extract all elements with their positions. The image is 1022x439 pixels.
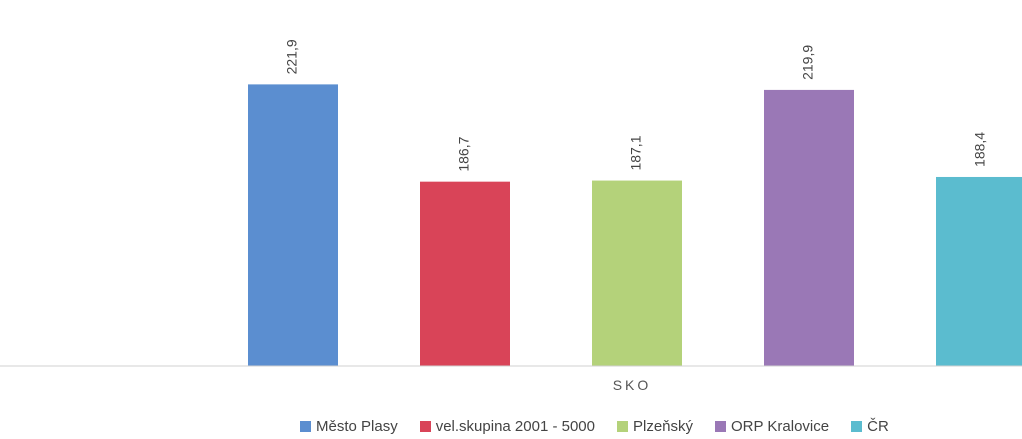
data-label-1: 221,9 (284, 39, 300, 74)
data-label-4: 219,9 (800, 45, 816, 80)
legend-label: vel.skupina 2001 - 5000 (435, 418, 595, 435)
bar-2 (420, 181, 510, 366)
x-axis-label: SKO (613, 377, 652, 393)
bar-3 (592, 180, 682, 366)
legend-swatch (300, 421, 311, 432)
data-label-3: 187,1 (628, 135, 644, 170)
legend-swatch (419, 421, 431, 432)
legend-label: Město Plasy (316, 418, 398, 435)
legend-label: ORP Kralovice (731, 418, 830, 435)
legend-item-4: ORP Kralovice (715, 418, 829, 435)
bar-5 (936, 176, 1022, 366)
legend-swatch (851, 421, 863, 432)
bar-1 (248, 84, 338, 367)
legend-label: Plzeňský (632, 418, 694, 435)
chart-legend: Město Plasy vel.skupina 2001 - 5000 Plzeňs… (300, 418, 889, 435)
legend-swatch (616, 421, 628, 432)
bar-4 (764, 89, 854, 367)
data-label-2: 186,7 (456, 136, 472, 171)
bars-group (248, 84, 1022, 367)
legend-swatch (715, 421, 727, 432)
legend-item-1: Město Plasy (300, 418, 398, 435)
data-labels-group: 221,9 186,7 187,1 219,9 188,4 (284, 39, 988, 172)
legend-item-5: ČR (851, 418, 889, 435)
data-label-5: 188,4 (972, 132, 988, 167)
legend-label: ČR (867, 418, 889, 435)
legend-item-2: vel.skupina 2001 - 5000 (419, 418, 595, 435)
legend-item-3: Plzeňský (616, 418, 694, 435)
bar-chart: 221,9 186,7 187,1 219,9 188,4 SKO (0, 39, 1022, 393)
